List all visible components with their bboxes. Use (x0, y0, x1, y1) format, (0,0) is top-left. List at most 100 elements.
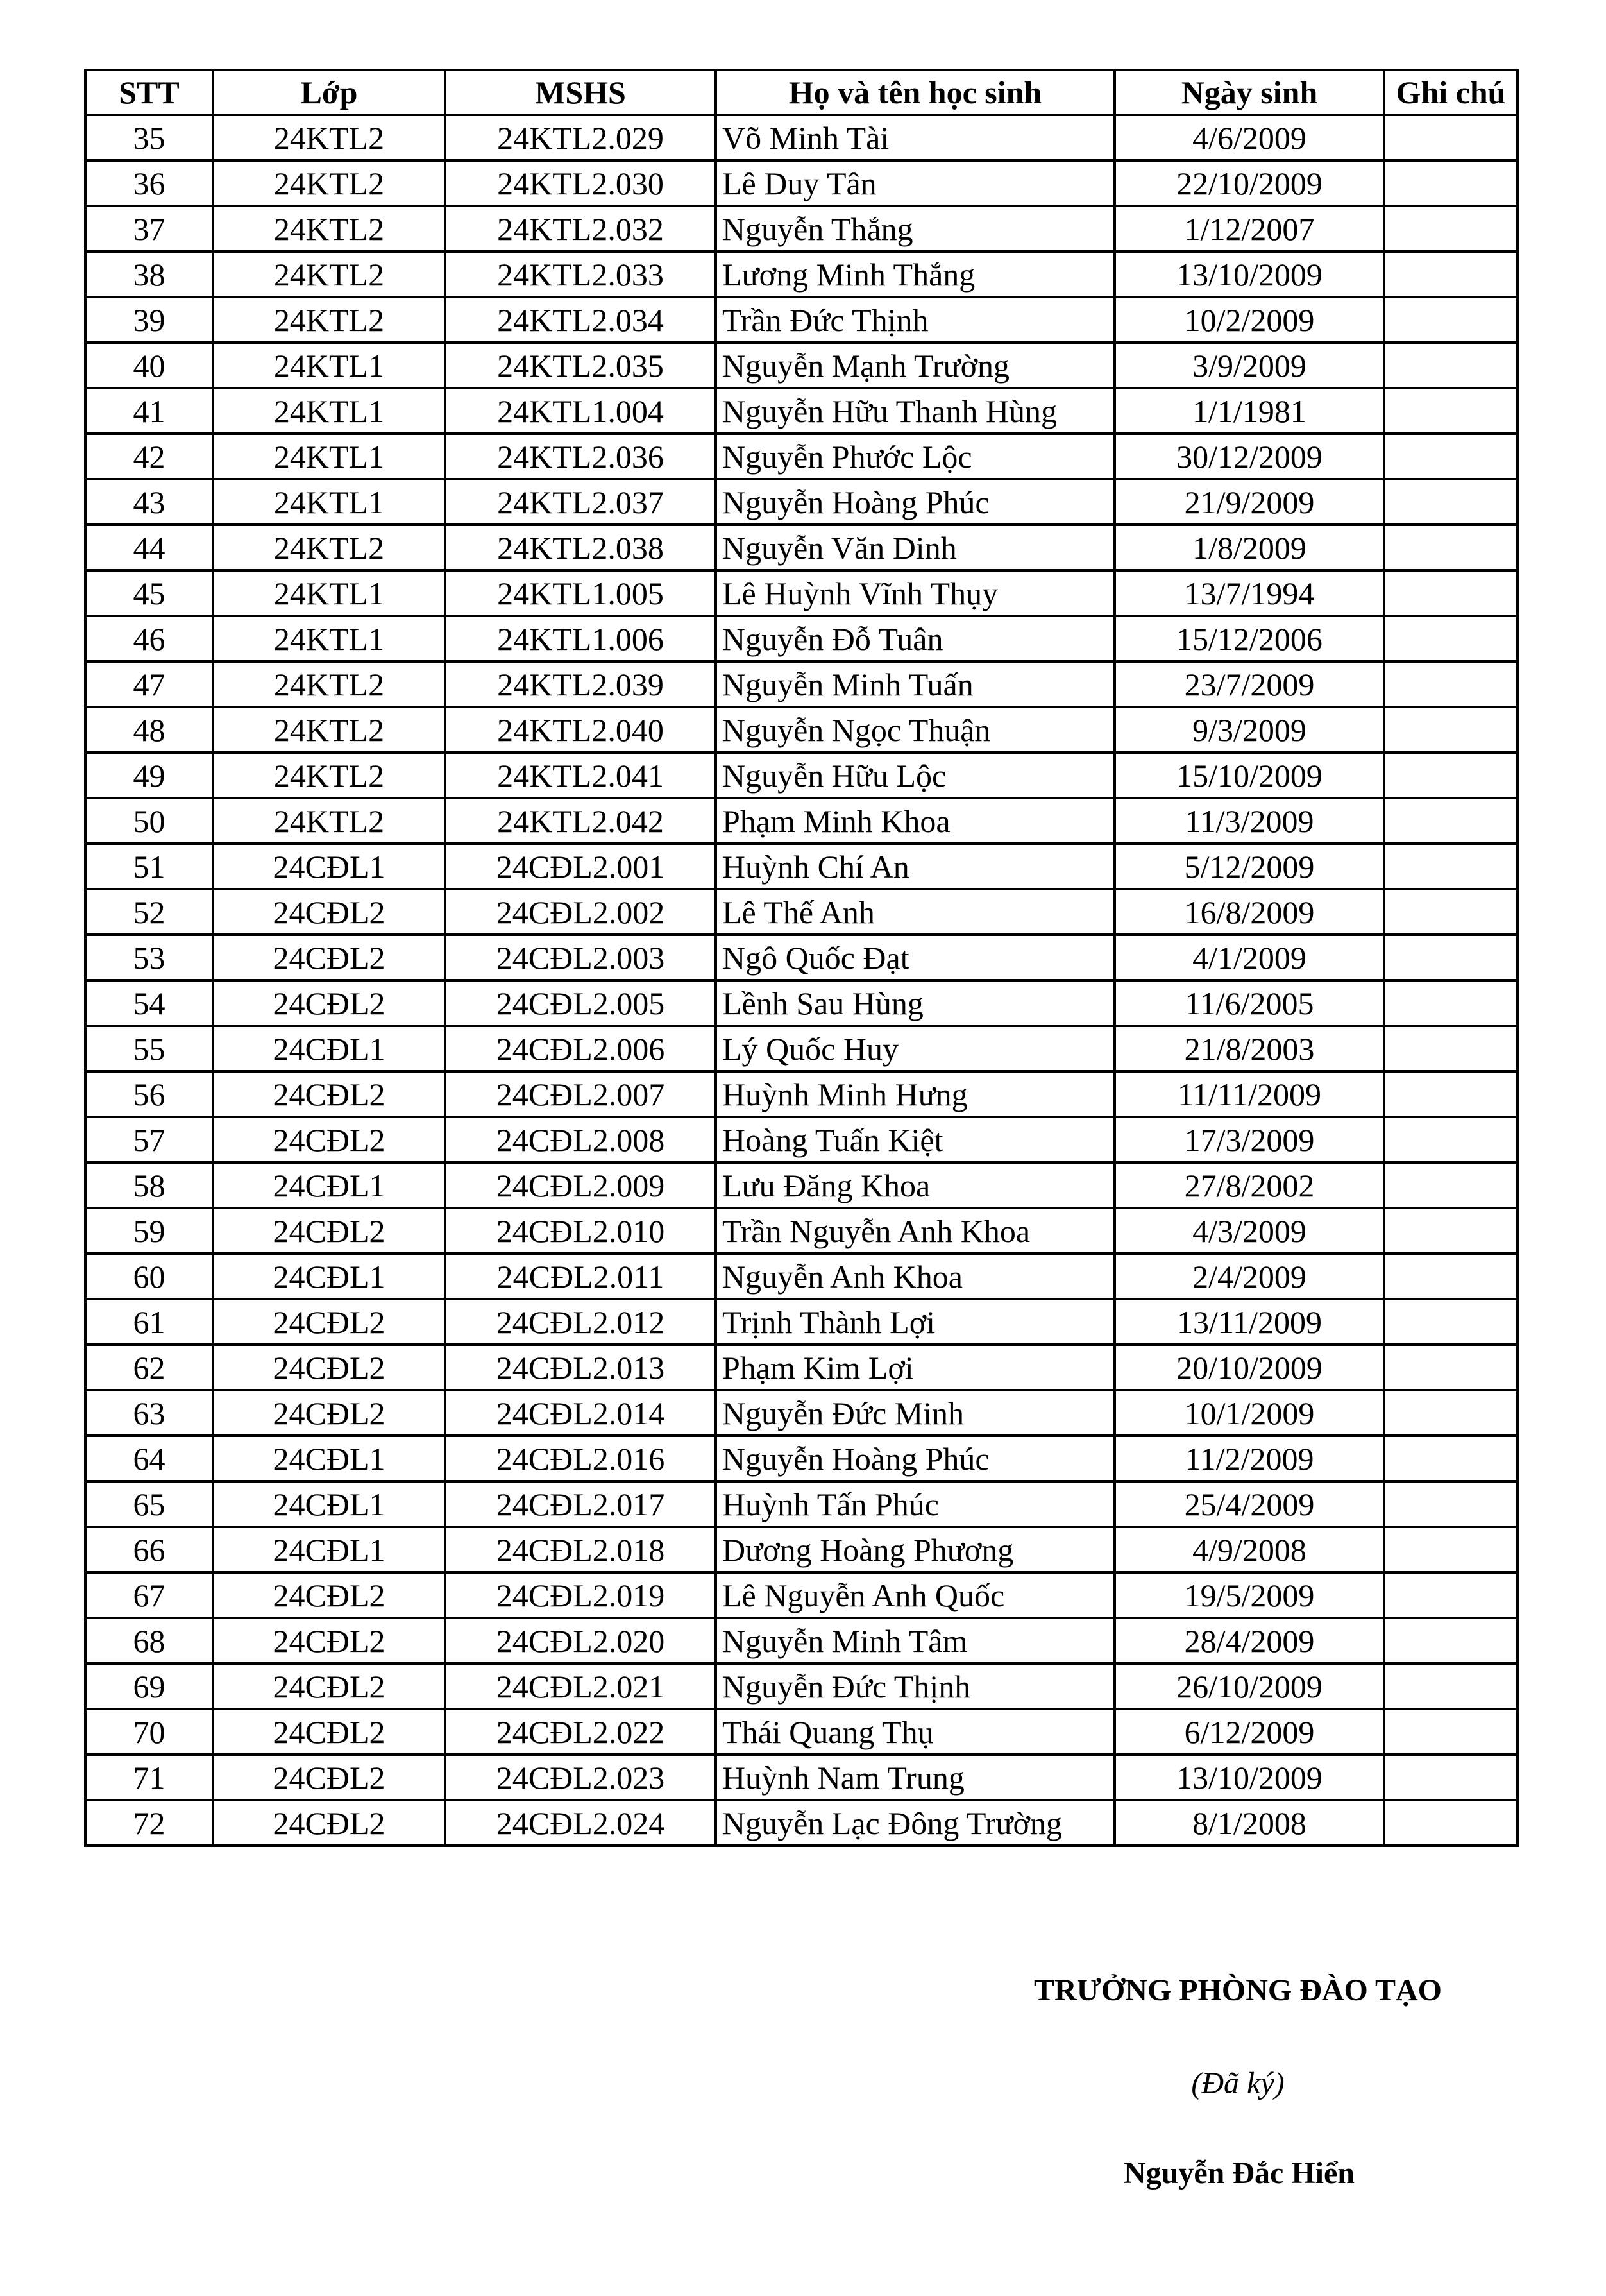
cell-birth-date: 17/3/2009 (1113, 1116, 1385, 1164)
cell-full-name: Huỳnh Minh Hưng (714, 1070, 1116, 1118)
cell-student-id: 24CĐL2.016 (444, 1434, 717, 1483)
table-row: 36 24KTL2 24KTL2.030 Lê Duy Tân 22/10/2009 (84, 159, 1519, 207)
cell-note (1383, 706, 1519, 754)
table-row: 59 24CĐL2 24CĐL2.010 Trần Nguyễn Anh Khoa 4/… (84, 1207, 1519, 1255)
cell-student-id: 24CĐL2.007 (444, 1070, 717, 1118)
cell-birth-date: 13/11/2009 (1113, 1298, 1385, 1346)
cell-stt: 49 (84, 751, 214, 799)
cell-class: 24CĐL1 (212, 1161, 446, 1209)
cell-stt: 36 (84, 159, 214, 207)
cell-stt: 62 (84, 1343, 214, 1391)
cell-birth-date: 6/12/2009 (1113, 1708, 1385, 1756)
cell-full-name: Nguyễn Mạnh Trường (714, 341, 1116, 389)
cell-birth-date: 13/10/2009 (1113, 1753, 1385, 1801)
cell-class: 24CĐL2 (212, 933, 446, 982)
cell-class: 24KTL1 (212, 432, 446, 480)
cell-full-name: Lê Nguyễn Anh Quốc (714, 1571, 1116, 1619)
cell-student-id: 24CĐL2.005 (444, 979, 717, 1027)
cell-full-name: Nguyễn Đức Thịnh (714, 1662, 1116, 1710)
table-row: 52 24CĐL2 24CĐL2.002 Lê Thế Anh 16/8/2009 (84, 888, 1519, 936)
cell-class: 24KTL2 (212, 205, 446, 253)
cell-class: 24CĐL2 (212, 1298, 446, 1346)
cell-birth-date: 9/3/2009 (1113, 706, 1385, 754)
table-row: 56 24CĐL2 24CĐL2.007 Huỳnh Minh Hưng 11/11/2… (84, 1070, 1519, 1118)
table-row: 61 24CĐL2 24CĐL2.012 Trịnh Thành Lợi 13/11/2… (84, 1298, 1519, 1346)
cell-stt: 70 (84, 1708, 214, 1756)
cell-note (1383, 1207, 1519, 1255)
cell-student-id: 24KTL1.006 (444, 615, 717, 663)
cell-stt: 45 (84, 569, 214, 617)
cell-note (1383, 1434, 1519, 1483)
cell-birth-date: 25/4/2009 (1113, 1480, 1385, 1528)
cell-note (1383, 1343, 1519, 1391)
table-row: 66 24CĐL1 24CĐL2.018 Dương Hoàng Phương 4/9/… (84, 1526, 1519, 1574)
table-row: 38 24KTL2 24KTL2.033 Lương Minh Thắng 13/10/… (84, 250, 1519, 298)
cell-note (1383, 1571, 1519, 1619)
cell-class: 24CĐL2 (212, 1070, 446, 1118)
cell-full-name: Nguyễn Văn Dinh (714, 523, 1116, 572)
cell-note (1383, 250, 1519, 298)
table-row: 51 24CĐL1 24CĐL2.001 Huỳnh Chí An 5/12/2009 (84, 842, 1519, 890)
header-note: Ghi chú (1383, 69, 1519, 116)
cell-student-id: 24KTL2.033 (444, 250, 717, 298)
cell-student-id: 24KTL1.005 (444, 569, 717, 617)
cell-class: 24CĐL1 (212, 1252, 446, 1300)
cell-birth-date: 22/10/2009 (1113, 159, 1385, 207)
table-row: 47 24KTL2 24KTL2.039 Nguyễn Minh Tuấn 23/7/2… (84, 660, 1519, 708)
cell-full-name: Nguyễn Lạc Đông Trường (714, 1799, 1116, 1847)
table-row: 55 24CĐL1 24CĐL2.006 Lý Quốc Huy 21/8/2003 (84, 1025, 1519, 1073)
cell-full-name: Lê Thế Anh (714, 888, 1116, 936)
table-row: 40 24KTL1 24KTL2.035 Nguyễn Mạnh Trường 3/9/… (84, 341, 1519, 389)
cell-class: 24KTL2 (212, 114, 446, 162)
cell-class: 24KTL2 (212, 250, 446, 298)
cell-full-name: Thái Quang Thụ (714, 1708, 1116, 1756)
table-row: 70 24CĐL2 24CĐL2.022 Thái Quang Thụ 6/12/200… (84, 1708, 1519, 1756)
cell-stt: 63 (84, 1389, 214, 1437)
cell-stt: 42 (84, 432, 214, 480)
cell-stt: 57 (84, 1116, 214, 1164)
cell-student-id: 24CĐL2.023 (444, 1753, 717, 1801)
cell-note (1383, 933, 1519, 982)
cell-stt: 35 (84, 114, 214, 162)
cell-full-name: Nguyễn Hữu Thanh Hùng (714, 387, 1116, 435)
signer-name: Nguyễn Đắc Hiển (1124, 2156, 1355, 2190)
cell-note (1383, 1161, 1519, 1209)
cell-note (1383, 114, 1519, 162)
cell-class: 24CĐL1 (212, 1025, 446, 1073)
cell-birth-date: 21/8/2003 (1113, 1025, 1385, 1073)
table-row: 37 24KTL2 24KTL2.032 Nguyễn Thắng 1/12/2007 (84, 205, 1519, 253)
cell-full-name: Lê Duy Tân (714, 159, 1116, 207)
cell-class: 24CĐL2 (212, 1708, 446, 1756)
cell-stt: 39 (84, 296, 214, 344)
cell-student-id: 24CĐL2.019 (444, 1571, 717, 1619)
cell-full-name: Nguyễn Hữu Lộc (714, 751, 1116, 799)
cell-student-id: 24CĐL2.024 (444, 1799, 717, 1847)
cell-stt: 38 (84, 250, 214, 298)
cell-birth-date: 21/9/2009 (1113, 478, 1385, 526)
cell-full-name: Nguyễn Ngọc Thuận (714, 706, 1116, 754)
cell-student-id: 24CĐL2.001 (444, 842, 717, 890)
cell-birth-date: 13/10/2009 (1113, 250, 1385, 298)
cell-student-id: 24CĐL2.012 (444, 1298, 717, 1346)
cell-birth-date: 5/12/2009 (1113, 842, 1385, 890)
cell-class: 24KTL1 (212, 569, 446, 617)
header-full-name: Họ và tên học sinh (714, 69, 1116, 116)
cell-note (1383, 1116, 1519, 1164)
cell-birth-date: 30/12/2009 (1113, 432, 1385, 480)
cell-note (1383, 888, 1519, 936)
cell-birth-date: 27/8/2002 (1113, 1161, 1385, 1209)
cell-note (1383, 478, 1519, 526)
header-birth-date: Ngày sinh (1113, 69, 1385, 116)
cell-class: 24CĐL2 (212, 1571, 446, 1619)
cell-student-id: 24CĐL2.011 (444, 1252, 717, 1300)
table-row: 68 24CĐL2 24CĐL2.020 Nguyễn Minh Tâm 28/4/20… (84, 1617, 1519, 1665)
cell-class: 24CĐL2 (212, 979, 446, 1027)
cell-note (1383, 797, 1519, 845)
cell-birth-date: 11/2/2009 (1113, 1434, 1385, 1483)
cell-student-id: 24KTL2.034 (444, 296, 717, 344)
cell-stt: 47 (84, 660, 214, 708)
cell-stt: 51 (84, 842, 214, 890)
cell-full-name: Huỳnh Chí An (714, 842, 1116, 890)
cell-full-name: Nguyễn Hoàng Phúc (714, 1434, 1116, 1483)
cell-note (1383, 159, 1519, 207)
